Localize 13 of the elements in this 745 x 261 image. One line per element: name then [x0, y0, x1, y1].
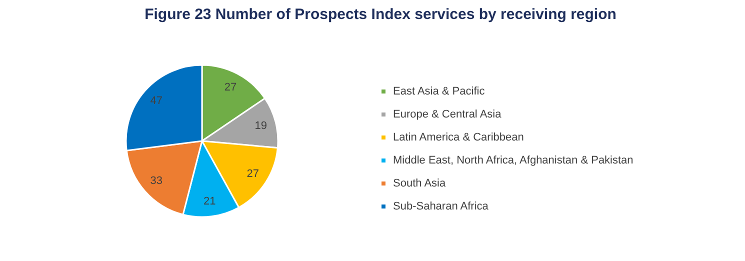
legend-label: South Asia	[393, 178, 446, 190]
legend-label: Middle East, North Africa, Afghanistan & Pakistan	[393, 154, 634, 166]
data-label: 27	[246, 168, 260, 180]
data-label: 33	[150, 175, 163, 188]
data-label: 47	[150, 94, 163, 107]
legend-label: East Asia & Pacific	[393, 86, 486, 98]
legend-label: Europe & Central Asia	[393, 108, 502, 120]
data-label: 27	[224, 81, 237, 94]
data-label: 19	[254, 120, 267, 132]
data-label: 21	[204, 195, 216, 208]
legend-label: Sub-Saharan Africa	[393, 200, 490, 212]
chart-title: Figure 23 Number of Prospects Index services by receiving region	[144, 6, 616, 23]
legend-label: Latin America & Caribbean	[393, 132, 524, 144]
